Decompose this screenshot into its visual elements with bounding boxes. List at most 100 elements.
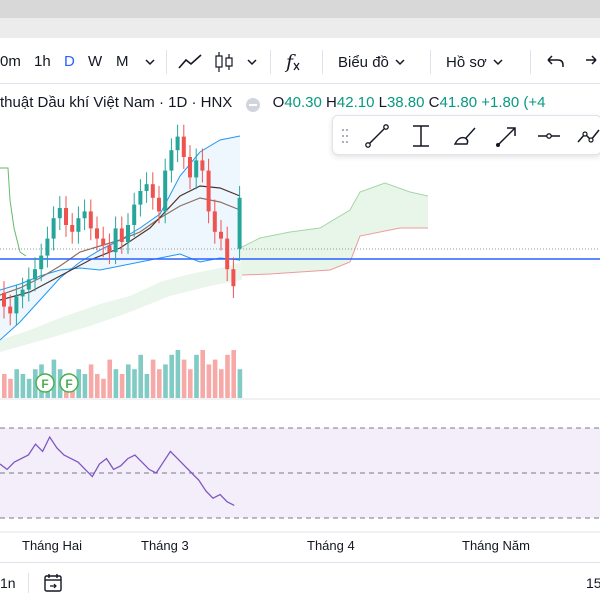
low-label: L [378, 94, 387, 111]
drag-handle-icon[interactable] [341, 128, 349, 144]
time-axis-label: Tháng 4 [307, 538, 355, 553]
candle-body [51, 218, 56, 239]
volume-bar [206, 364, 212, 398]
bottom-divider [28, 573, 29, 593]
chikou-line [0, 167, 27, 257]
timezone-clock-label[interactable]: 15 [586, 575, 600, 591]
toolbar-divider [430, 50, 431, 74]
candle-body [8, 306, 13, 314]
candle-body [212, 211, 217, 232]
time-axis-label: Tháng 3 [141, 538, 189, 553]
candle-body [200, 160, 205, 171]
candle-body [39, 255, 44, 270]
candlestick-button[interactable] [212, 51, 236, 73]
range-1n-button[interactable]: 1n [0, 575, 16, 591]
time-axis-label: Tháng Năm [462, 538, 530, 553]
horizontal-line-icon[interactable] [535, 122, 563, 150]
time-axis[interactable]: Tháng Hai Tháng 3 Tháng 4 Tháng Năm [0, 533, 600, 559]
volume-bar [157, 369, 162, 398]
change-value: +1.80 [481, 94, 520, 111]
interval-0m[interactable]: 0m [0, 53, 21, 70]
arrow-icon[interactable] [493, 122, 521, 150]
calendar-range-icon[interactable] [42, 572, 64, 594]
brush-icon[interactable] [451, 122, 479, 150]
chart-type-dropdown[interactable] [246, 51, 258, 73]
open-value: 40.30 [284, 94, 322, 111]
interval-1h[interactable]: 1h [34, 53, 51, 70]
ichimoku-cloud-forward [240, 183, 428, 275]
volume-bar [237, 369, 243, 398]
volume-bar [181, 359, 187, 398]
volume-bar [188, 369, 193, 398]
toolbar-divider [270, 50, 271, 74]
candles-group [2, 124, 242, 326]
candle-body [237, 197, 242, 249]
volume-bar [26, 378, 32, 398]
volume-bar [119, 374, 125, 398]
candle-body [101, 238, 106, 246]
window-top-strip [0, 0, 600, 38]
indicators-button[interactable]: f [286, 51, 301, 73]
volume-bar [113, 369, 119, 398]
volume-bar [132, 369, 137, 398]
candle-body [2, 293, 6, 307]
symbol-legend: thuật Dầu khí Việt Nam · 1D · HNX O40.30… [0, 92, 545, 114]
chevron-down-icon [493, 59, 503, 66]
candle-body [119, 228, 124, 242]
event-marker[interactable]: F [35, 373, 55, 393]
symbol-title[interactable]: thuật Dầu khí Việt Nam · 1D · HNX [0, 94, 233, 111]
candle-body [225, 238, 230, 270]
chevron-down-icon [395, 59, 405, 66]
candle-body [45, 238, 50, 256]
undo-button[interactable] [544, 51, 566, 73]
volume-bar [169, 354, 174, 398]
volume-bar [163, 364, 168, 398]
volume-bar [175, 350, 181, 398]
browser-tab-strip [0, 0, 600, 18]
redo-button[interactable] [582, 51, 600, 73]
interval-w[interactable]: W [88, 53, 103, 70]
volume-bar [194, 354, 199, 398]
ichimoku-span-b [241, 227, 428, 276]
candle-body [169, 150, 174, 171]
trend-line-icon[interactable] [363, 122, 391, 150]
line-chart-button[interactable] [176, 51, 204, 73]
interval-dropdown[interactable] [144, 51, 156, 73]
line-chart-icon [178, 54, 202, 69]
market-status-icon[interactable] [246, 98, 261, 112]
candle-body [157, 197, 161, 212]
function-subscript-mark [293, 62, 300, 71]
close-label: C [428, 94, 440, 111]
candle-body [107, 245, 112, 253]
candle-body [206, 170, 211, 212]
candle-body [20, 289, 25, 297]
date-price-range-icon[interactable] [407, 122, 435, 150]
volume-bar [225, 354, 230, 398]
chart-menu[interactable]: Biểu đồ [338, 51, 407, 73]
path-icon[interactable] [575, 122, 600, 150]
profile-menu-label: Hồ sơ [446, 54, 487, 71]
chevron-down-icon [247, 59, 257, 66]
volume-bar [212, 359, 218, 398]
candle-body [150, 184, 155, 198]
open-label: O [272, 94, 285, 111]
volume-bar [126, 364, 131, 398]
candle-body [175, 136, 180, 151]
interval-d[interactable]: D [64, 53, 75, 70]
candle-body [33, 269, 37, 280]
volume-bar [219, 369, 224, 398]
volume-bar [2, 374, 7, 398]
event-marker-label: F [41, 377, 48, 391]
volume-bar [95, 374, 100, 398]
toolbar-divider [166, 50, 167, 74]
profile-menu[interactable]: Hồ sơ [446, 51, 505, 73]
candle-body [231, 269, 236, 287]
interval-m[interactable]: M [116, 53, 129, 70]
function-icon: f [286, 51, 294, 73]
candle-body [70, 225, 75, 232]
chart-menu-label: Biểu đồ [338, 54, 389, 71]
undo-icon [547, 55, 564, 67]
event-marker[interactable]: F [59, 373, 79, 393]
volume-group [2, 350, 243, 398]
